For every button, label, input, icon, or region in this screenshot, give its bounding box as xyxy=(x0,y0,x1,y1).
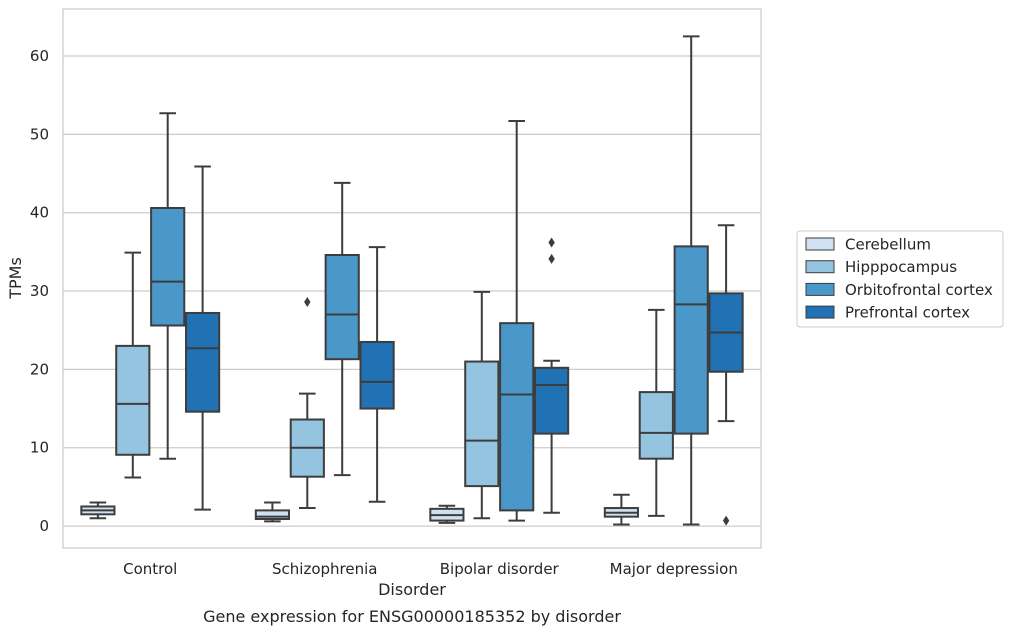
box-body xyxy=(254,509,290,521)
y-axis-label: TPMs xyxy=(6,257,25,300)
plot-frame xyxy=(62,8,762,549)
box-body xyxy=(150,206,186,327)
y-tick-label: 20 xyxy=(30,360,49,378)
outlier-marker xyxy=(722,515,730,526)
box-body xyxy=(359,340,395,410)
box-0-0 xyxy=(80,501,116,520)
box-3-2 xyxy=(673,35,709,526)
box-body xyxy=(534,366,570,435)
x-tick-label: Control xyxy=(123,560,177,578)
box-1-2 xyxy=(324,181,360,477)
y-tick-label: 50 xyxy=(30,125,49,143)
box-3-0 xyxy=(603,493,639,526)
box-2-1 xyxy=(464,290,500,520)
box-body xyxy=(638,391,674,460)
legend-swatch xyxy=(805,260,835,274)
x-axis-label: Disorder xyxy=(378,580,446,599)
y-tick-label: 10 xyxy=(30,439,49,457)
box-3-1 xyxy=(638,308,674,517)
outlier-marker xyxy=(548,253,555,264)
chart-caption: Gene expression for ENSG00000185352 by d… xyxy=(203,607,621,626)
y-tick-labels: 0 10 20 30 40 50 60 xyxy=(30,47,49,535)
box-2-0 xyxy=(429,504,465,524)
x-tick-label: Major depression xyxy=(610,560,738,578)
box-0-2 xyxy=(150,112,186,460)
box-0-3 xyxy=(185,165,221,511)
legend-label: Cerebellum xyxy=(845,236,931,254)
box-2-3 xyxy=(534,237,570,514)
y-tick-label: 30 xyxy=(30,282,49,300)
legend-swatch xyxy=(805,305,835,319)
box-body xyxy=(115,344,151,456)
y-tick-label: 60 xyxy=(30,47,49,65)
box-2-2 xyxy=(499,120,535,522)
box-0-1 xyxy=(115,251,151,479)
legend-label: Prefrontal cortex xyxy=(845,304,970,322)
box-body xyxy=(673,245,709,435)
box-series xyxy=(80,35,744,526)
legend-swatch xyxy=(805,282,835,296)
box-1-0 xyxy=(254,501,290,523)
x-tick-labels: Control Schizophrenia Bipolar disorder Majo… xyxy=(123,560,738,578)
box-body xyxy=(185,311,221,413)
legend: Cerebellum Hipppocampus Orbitofrontal cort… xyxy=(796,230,1004,328)
box-body xyxy=(464,360,500,488)
box-1-1 xyxy=(289,297,325,510)
box-body xyxy=(324,253,360,361)
legend-label: Hipppocampus xyxy=(845,258,957,276)
legend-frame xyxy=(796,230,1004,328)
box-body xyxy=(499,322,535,512)
y-tick-label: 40 xyxy=(30,204,49,222)
legend-label: Orbitofrontal cortex xyxy=(845,281,993,299)
legend-swatch xyxy=(805,237,835,251)
outlier-marker xyxy=(548,237,555,248)
box-3-3 xyxy=(708,224,744,526)
x-tick-label: Bipolar disorder xyxy=(440,560,560,578)
x-tick-label: Schizophrenia xyxy=(272,560,377,578)
outlier-marker xyxy=(304,297,311,308)
y-tick-label: 0 xyxy=(39,517,49,535)
box-1-3 xyxy=(359,246,395,503)
